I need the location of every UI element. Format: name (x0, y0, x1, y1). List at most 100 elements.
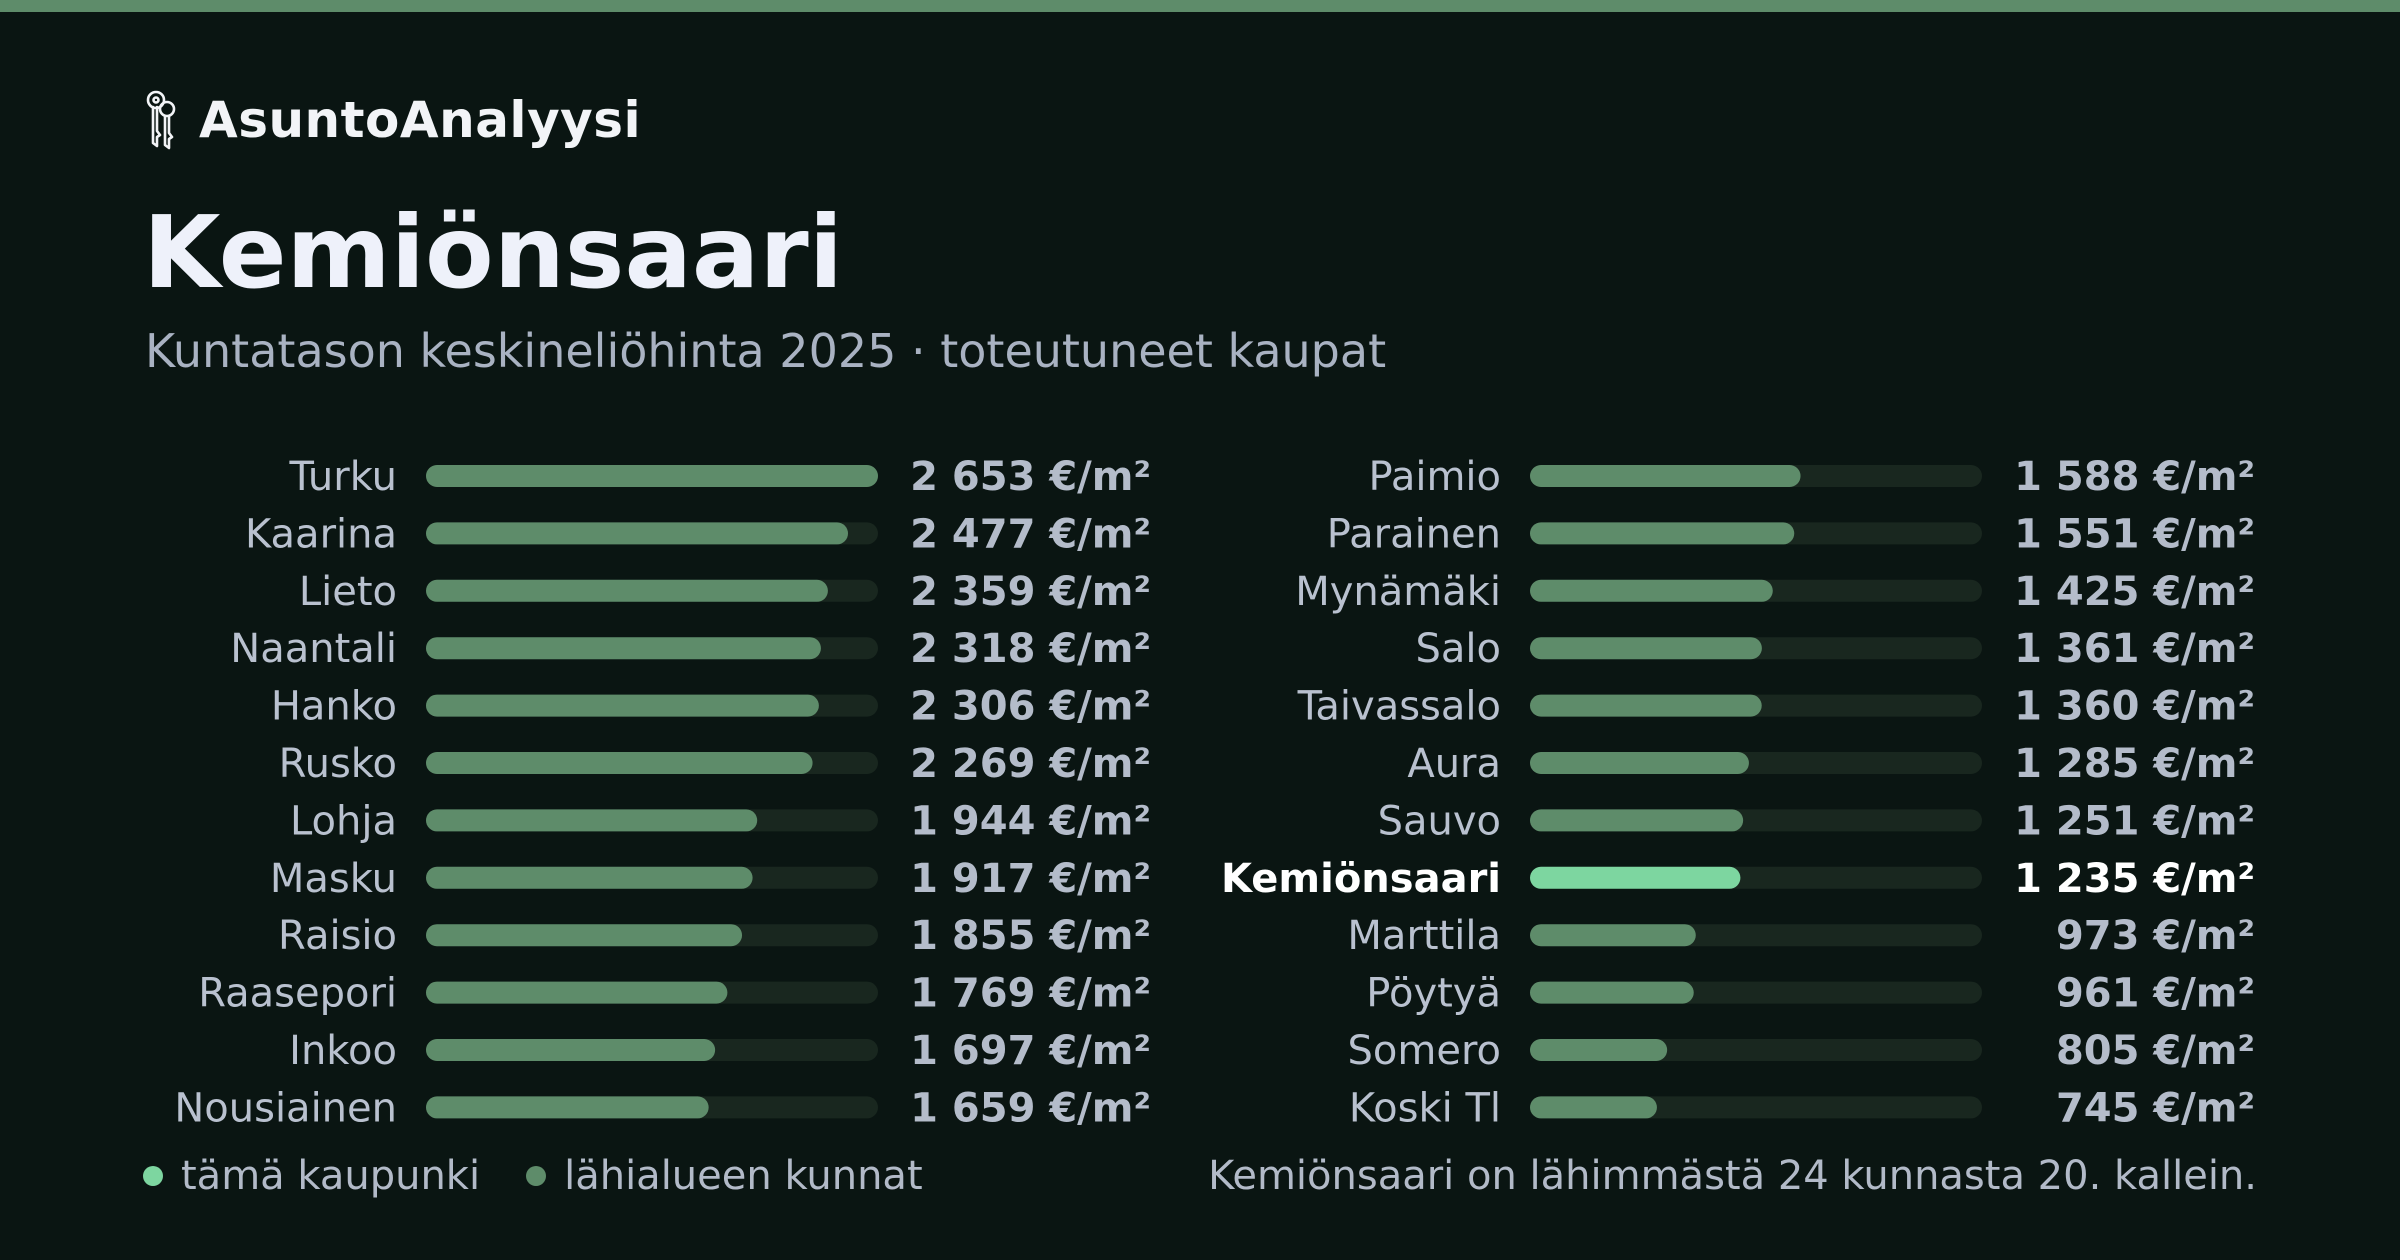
bar (426, 981, 728, 1004)
bar-row-paimio: Paimio 1 588 €/m² (1369, 454, 2256, 500)
bar-value-label: 1 944 €/m² (910, 798, 1151, 844)
bar-row-aura: Aura 1 285 €/m² (1407, 741, 2255, 787)
bar-value-label: 2 477 €/m² (910, 511, 1151, 557)
bar-row-lohja: Lohja 1 944 €/m² (290, 798, 1151, 844)
brand-name: AsuntoAnalyysi (199, 91, 642, 149)
bar-value-label: 1 855 €/m² (910, 913, 1151, 959)
ranking-note: Kemiönsaari on lähimmästä 24 kunnasta 20… (1208, 1153, 2257, 1199)
bar-value-label: 2 653 €/m² (910, 454, 1151, 500)
bar-value-label: 973 €/m² (2056, 913, 2255, 959)
bar-value-label: 1 285 €/m² (2014, 741, 2255, 787)
bar-row-inkoo: Inkoo 1 697 €/m² (289, 1028, 1151, 1074)
bar-value-label: 2 318 €/m² (910, 626, 1151, 672)
bar-label: Inkoo (289, 1028, 397, 1074)
bar-label: Masku (270, 856, 397, 902)
bar-label: Salo (1416, 626, 1502, 672)
bar-label: Naantali (230, 626, 397, 672)
bar-row-sauvo: Sauvo 1 251 €/m² (1378, 798, 2255, 844)
bar-label: Sauvo (1378, 798, 1501, 844)
bar (426, 809, 758, 832)
bar-row-kemi-nsaari: Kemiönsaari 1 235 €/m² (1221, 856, 2255, 902)
bar-value-label: 1 769 €/m² (910, 971, 1151, 1017)
bar-row-p-yty-: Pöytyä 961 €/m² (1366, 971, 2255, 1017)
bar-value-label: 1 588 €/m² (2014, 454, 2255, 500)
bar-label: Marttila (1347, 913, 1501, 959)
bar (1530, 1096, 1657, 1119)
bar (426, 522, 849, 545)
bar-label: Aura (1407, 741, 1501, 787)
top-accent-bar (0, 0, 2400, 12)
bar-row-rusko: Rusko 2 269 €/m² (279, 741, 1151, 787)
bar-value-label: 1 361 €/m² (2014, 626, 2255, 672)
bar-value-label: 2 359 €/m² (910, 569, 1151, 615)
bar-value-label: 2 269 €/m² (910, 741, 1151, 787)
bar-value-label: 1 917 €/m² (910, 856, 1151, 902)
bar-label: Lieto (299, 569, 397, 615)
page-subtitle: Kuntatason keskineliöhinta 2025 · toteut… (145, 324, 1387, 378)
bar-row-marttila: Marttila 973 €/m² (1347, 913, 2255, 959)
bar-label: Somero (1348, 1028, 1501, 1074)
bar-value-label: 805 €/m² (2056, 1028, 2255, 1074)
legend-item-others: lähialueen kunnat (526, 1153, 923, 1199)
bar-label: Parainen (1327, 511, 1501, 557)
bar (1530, 694, 1762, 717)
bar (1530, 579, 1773, 602)
bar-row-nousiainen: Nousiainen 1 659 €/m² (174, 1085, 1151, 1131)
bar-label: Turku (289, 454, 397, 500)
bar-row-raasepori: Raasepori 1 769 €/m² (198, 971, 1151, 1017)
legend-dot-highlight (143, 1166, 163, 1186)
bar-highlight (1530, 866, 1741, 889)
bar-value-label: 961 €/m² (2056, 971, 2255, 1017)
bar (1530, 752, 1749, 774)
bar-label: Raisio (278, 913, 397, 959)
bar-label: Koski Tl (1349, 1085, 1501, 1131)
legend-item-highlight: tämä kaupunki (143, 1153, 480, 1199)
bar-value-label: 745 €/m² (2056, 1085, 2255, 1131)
bar (1530, 1039, 1668, 1061)
bar-label: Hanko (271, 684, 397, 730)
page-title: Kemiönsaari (143, 194, 843, 311)
bar (426, 866, 753, 889)
bar (426, 694, 819, 717)
bar (1530, 522, 1795, 545)
bar-row-naantali: Naantali 2 318 €/m² (230, 626, 1151, 672)
bar-value-label: 1 697 €/m² (910, 1028, 1151, 1074)
bar-value-label: 2 306 €/m² (910, 684, 1151, 730)
bar-label: Raasepori (198, 971, 397, 1017)
bar-row-raisio: Raisio 1 855 €/m² (278, 913, 1151, 959)
bar (426, 1039, 716, 1061)
bar-row-koski-tl: Koski Tl 745 €/m² (1349, 1085, 2255, 1131)
keys-icon (146, 90, 176, 150)
bar (1530, 924, 1696, 947)
bar (1530, 809, 1744, 832)
bar-row-parainen: Parainen 1 551 €/m² (1327, 511, 2255, 557)
bar (426, 1096, 709, 1119)
bar-label: Kemiönsaari (1221, 856, 1501, 902)
bar (426, 465, 878, 487)
bar (426, 579, 828, 602)
bar (1530, 465, 1801, 487)
bar-label: Paimio (1369, 454, 1502, 500)
legend-label-highlight: tämä kaupunki (181, 1153, 481, 1199)
bar (426, 752, 813, 774)
bar-row-myn-m-ki: Mynämäki 1 425 €/m² (1295, 569, 2255, 615)
bar-label: Rusko (279, 741, 397, 787)
bar-label: Lohja (290, 798, 397, 844)
bar (426, 924, 743, 947)
bar-label: Mynämäki (1295, 569, 1501, 615)
bar-row-somero: Somero 805 €/m² (1348, 1028, 2255, 1074)
bar-value-label: 1 235 €/m² (2014, 856, 2255, 902)
bar-row-hanko: Hanko 2 306 €/m² (271, 684, 1151, 730)
brand: AsuntoAnalyysi (143, 88, 641, 152)
bar-value-label: 1 360 €/m² (2014, 684, 2255, 730)
bar-row-masku: Masku 1 917 €/m² (270, 856, 1151, 902)
bar-value-label: 1 551 €/m² (2014, 511, 2255, 557)
bar-label: Pöytyä (1366, 971, 1501, 1017)
bar-row-kaarina: Kaarina 2 477 €/m² (245, 511, 1151, 557)
bar-row-turku: Turku 2 653 €/m² (289, 454, 1151, 500)
bar-label: Taivassalo (1297, 684, 1501, 730)
bar-value-label: 1 659 €/m² (910, 1085, 1151, 1131)
bar-value-label: 1 425 €/m² (2014, 569, 2255, 615)
bar-label: Nousiainen (174, 1085, 397, 1131)
